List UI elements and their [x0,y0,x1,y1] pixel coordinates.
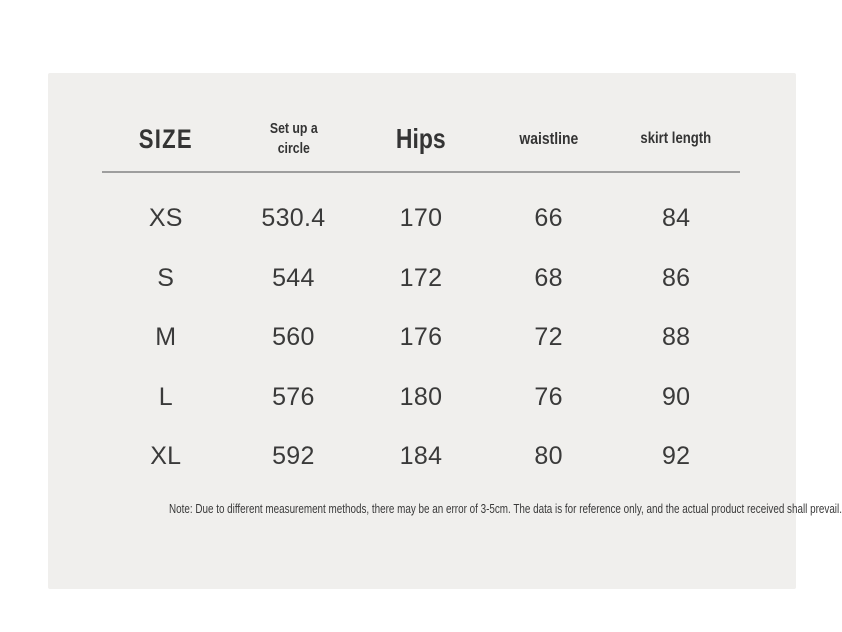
circle-value: 592 [272,442,315,471]
circle-value: 530.4 [261,204,326,233]
size-label: XS [148,204,183,233]
circle-value: 544 [272,263,315,292]
column-header-size: SIZE [138,123,193,154]
table-row-m: M 560 176 72 88 [102,308,740,368]
size-label: M [155,323,177,352]
hips-value: 180 [399,382,443,411]
skirt-length-value: 92 [661,442,691,471]
measurement-note: Note: Due to different measurement metho… [168,501,842,516]
size-label: S [157,263,175,292]
column-header-set-up-a-circle: Set up a circle [269,120,318,157]
waistline-value: 66 [534,204,563,233]
skirt-length-value: 90 [661,382,691,411]
size-table: SIZE Set up a circle Hips waistline skir… [102,73,842,516]
waistline-value: 80 [534,442,563,471]
table-body: XS 530.4 170 66 84 S 544 172 68 86 M 560… [102,173,740,487]
circle-value: 576 [272,382,315,411]
skirt-length-value: 86 [661,263,691,292]
column-header-skirt-length: skirt length [640,130,712,147]
table-row-s: S 544 172 68 86 [102,249,740,309]
size-label: L [158,382,173,411]
skirt-length-value: 84 [661,204,691,233]
table-header-row: SIZE Set up a circle Hips waistline skir… [102,73,740,171]
size-chart-panel: SIZE Set up a circle Hips waistline skir… [48,73,842,589]
header-divider [102,171,740,173]
table-row-xl: XL 592 184 80 92 [102,427,740,487]
column-header-hips: Hips [396,123,446,154]
column-header-waistline: waistline [519,129,579,148]
circle-value: 560 [272,323,315,352]
size-label: XL [150,442,182,471]
hips-value: 172 [399,263,443,292]
waistline-value: 76 [534,382,563,411]
hips-value: 176 [399,323,443,352]
skirt-length-value: 88 [661,323,691,352]
hips-value: 184 [399,442,443,471]
hips-value: 170 [399,204,443,233]
table-row-l: L 576 180 76 90 [102,368,740,428]
table-row-xs: XS 530.4 170 66 84 [102,189,740,249]
waistline-value: 68 [534,263,563,292]
waistline-value: 72 [534,323,563,352]
